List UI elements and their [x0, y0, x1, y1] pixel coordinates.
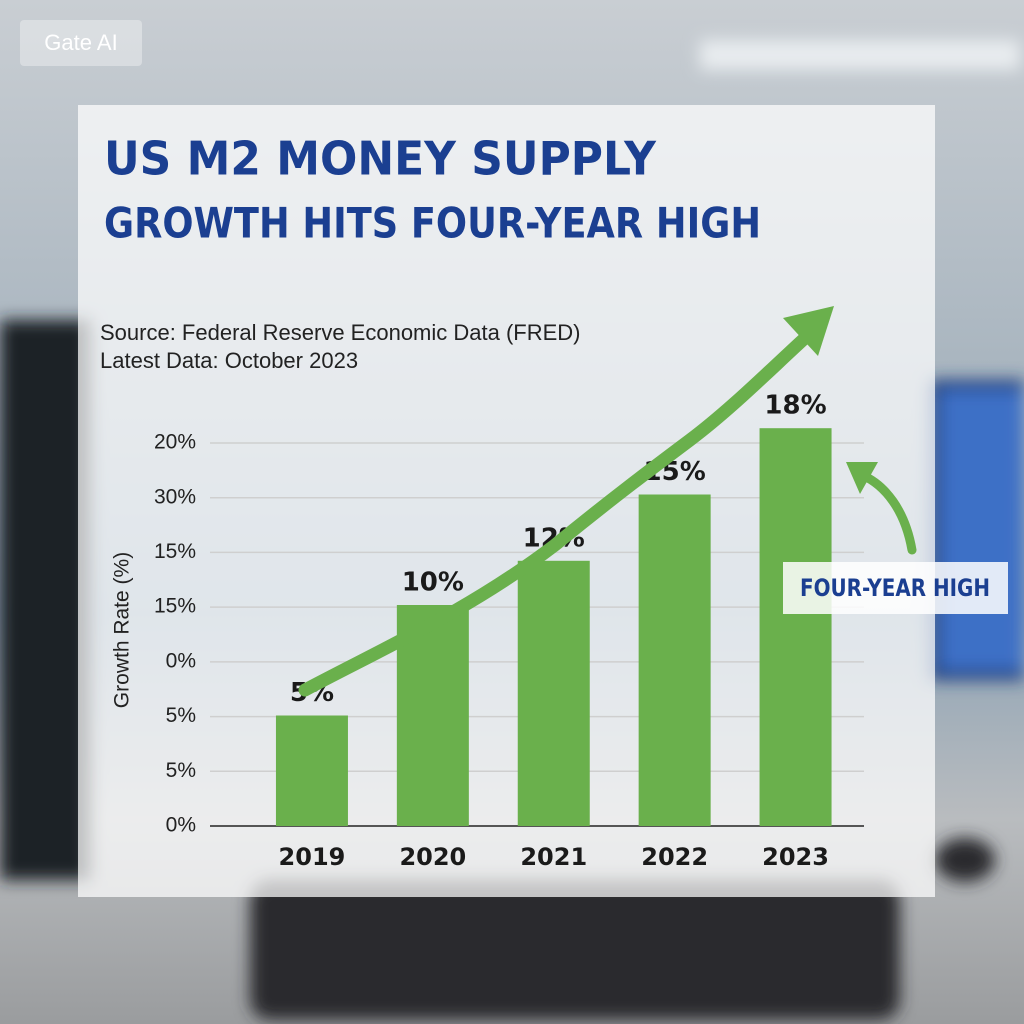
chart-title: US M2 MONEY SUPPLY [104, 132, 657, 186]
chart-subtitle: GROWTH HITS FOUR-YEAR HIGH [104, 199, 761, 248]
bar [759, 428, 832, 826]
note: Latest Data: October 2023 [100, 348, 358, 373]
callout-arrow [857, 470, 917, 555]
value-label: 10% [402, 568, 464, 598]
plot: 0%5%5%0%15%15%30%20%20195%202010%202112%… [154, 391, 864, 871]
y-tick-label: 30% [154, 485, 196, 508]
trend-arrow-head [783, 306, 834, 356]
x-tick-label: 2019 [279, 843, 346, 871]
x-tick-label: 2021 [520, 843, 587, 871]
y-tick-label: 0% [166, 814, 196, 837]
annotation: FOUR-YEAR HIGH [800, 574, 990, 602]
callout-arrow-head [846, 462, 878, 494]
y-tick-label: 0% [166, 649, 196, 672]
value-label: 18% [764, 391, 826, 421]
annotation-box [783, 562, 1008, 614]
bar [275, 715, 348, 826]
y-tick-label: 15% [154, 540, 196, 563]
y-axis-label: Growth Rate (%) [111, 552, 134, 708]
y-tick-label: 5% [166, 704, 196, 727]
bar [638, 494, 711, 826]
watermark-badge [20, 20, 142, 66]
x-tick-label: 2020 [399, 843, 466, 871]
trend-arrow [298, 331, 812, 697]
source: Source: Federal Reserve Economic Data (F… [100, 320, 581, 345]
bar [517, 560, 590, 826]
x-tick-label: 2023 [762, 843, 829, 871]
watermark: Gate AI [44, 30, 117, 55]
y-tick-label: 15% [154, 595, 196, 618]
x-tick-label: 2022 [641, 843, 708, 871]
y-tick-label: 5% [166, 759, 196, 782]
y-tick-label: 20% [154, 431, 196, 454]
background-scene [0, 40, 1024, 1020]
